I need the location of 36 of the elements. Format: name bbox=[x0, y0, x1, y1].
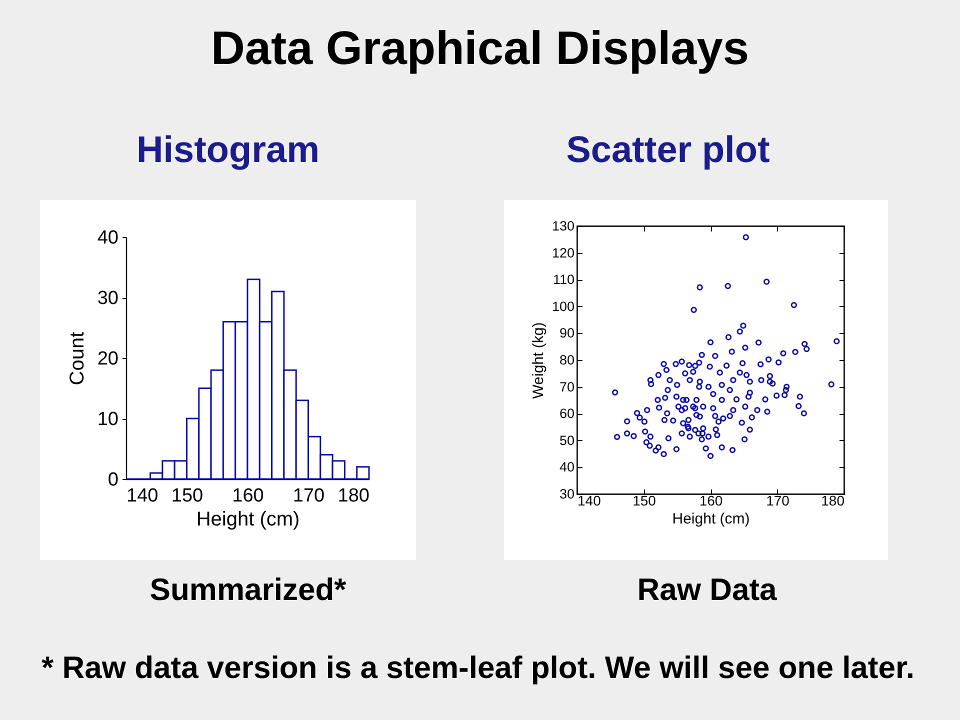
y-tick-label: 50 bbox=[559, 432, 574, 448]
x-tick-label: 140 bbox=[126, 486, 158, 506]
y-tick-label: 60 bbox=[559, 406, 574, 422]
y-tick-label: 130 bbox=[552, 218, 574, 234]
y-axis-title: Count bbox=[66, 331, 88, 386]
x-tick-label: 170 bbox=[292, 486, 325, 506]
y-tick-label: 70 bbox=[559, 379, 574, 394]
y-tick-label: 40 bbox=[559, 460, 574, 475]
y-tick-label: 80 bbox=[559, 352, 574, 368]
text: Raw Data bbox=[637, 571, 777, 609]
y-axis-title: Weight (kg) bbox=[530, 322, 547, 399]
chart-title: Histogram bbox=[136, 128, 320, 172]
text: Data Graphical Displays bbox=[210, 20, 750, 76]
x-tick-label: 160 bbox=[699, 492, 723, 508]
x-tick-label: 180 bbox=[821, 492, 845, 508]
x-tick-label: 170 bbox=[766, 492, 790, 508]
y-tick-label: 0 bbox=[108, 470, 118, 490]
chart-title: Scatter plot bbox=[566, 128, 770, 172]
y-tick-label: 110 bbox=[552, 272, 574, 288]
x-tick-label: 160 bbox=[232, 486, 264, 506]
text: Summarized* bbox=[150, 571, 346, 609]
text: * Raw data version is a stem-leaf plot. We will see one later. bbox=[42, 649, 914, 687]
y-tick-label: 90 bbox=[559, 326, 574, 341]
y-tick-label: 100 bbox=[552, 298, 574, 314]
x-tick-label: 150 bbox=[632, 492, 656, 508]
y-tick-label: 20 bbox=[97, 348, 118, 370]
y-tick-label: 40 bbox=[97, 228, 118, 248]
y-tick-label: 30 bbox=[559, 486, 574, 502]
x-tick-label: 150 bbox=[171, 486, 204, 506]
x-axis-title: Height (cm) bbox=[196, 508, 300, 530]
y-tick-label: 10 bbox=[97, 409, 118, 430]
y-tick-label: 120 bbox=[552, 245, 574, 260]
x-tick-label: 140 bbox=[578, 492, 602, 508]
y-tick-label: 30 bbox=[97, 288, 118, 309]
x-tick-label: 180 bbox=[338, 486, 370, 506]
x-axis-title: Height (cm) bbox=[672, 510, 750, 528]
